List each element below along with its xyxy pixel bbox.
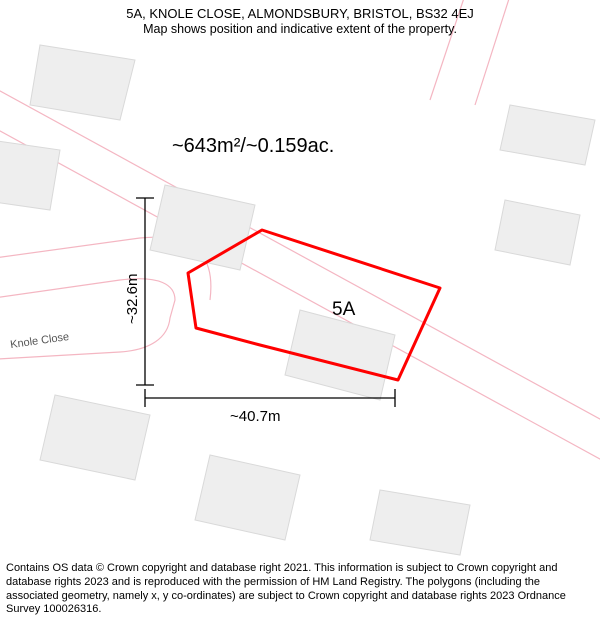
- map-canvas: [0, 0, 600, 625]
- address-line: 5A, KNOLE CLOSE, ALMONDSBURY, BRISTOL, B…: [10, 6, 590, 21]
- width-dimension-label: ~40.7m: [230, 408, 280, 425]
- plot-label: 5A: [332, 299, 355, 321]
- copyright-footer: Contains OS data © Crown copyright and d…: [0, 558, 600, 625]
- header: 5A, KNOLE CLOSE, ALMONDSBURY, BRISTOL, B…: [0, 0, 600, 40]
- area-label: ~643m²/~0.159ac.: [172, 135, 334, 158]
- subtitle-line: Map shows position and indicative extent…: [10, 22, 590, 36]
- height-dimension-label: ~32.6m: [124, 274, 141, 324]
- map-svg: [0, 0, 600, 625]
